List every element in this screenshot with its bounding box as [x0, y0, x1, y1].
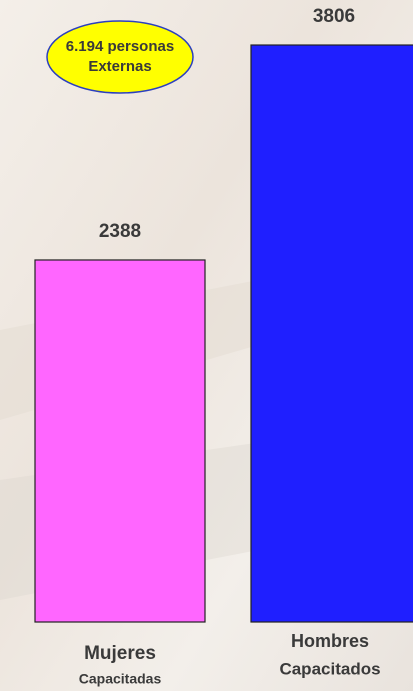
annotation-text: Externas: [88, 58, 151, 75]
x-tick-label: Hombres: [291, 631, 369, 651]
annotation-text: 6.194 personas: [66, 38, 174, 55]
value-label: 2388: [99, 221, 141, 242]
bar: [251, 45, 413, 622]
value-label: 3806: [313, 6, 355, 27]
chart: 6.194 personas Externas 2388 Mujeres Capac…: [0, 0, 413, 691]
bar: [35, 260, 205, 622]
x-tick-label: Capacitados: [279, 659, 380, 678]
x-tick-label: Capacitadas: [79, 671, 162, 687]
x-tick-label: Mujeres: [84, 643, 156, 664]
